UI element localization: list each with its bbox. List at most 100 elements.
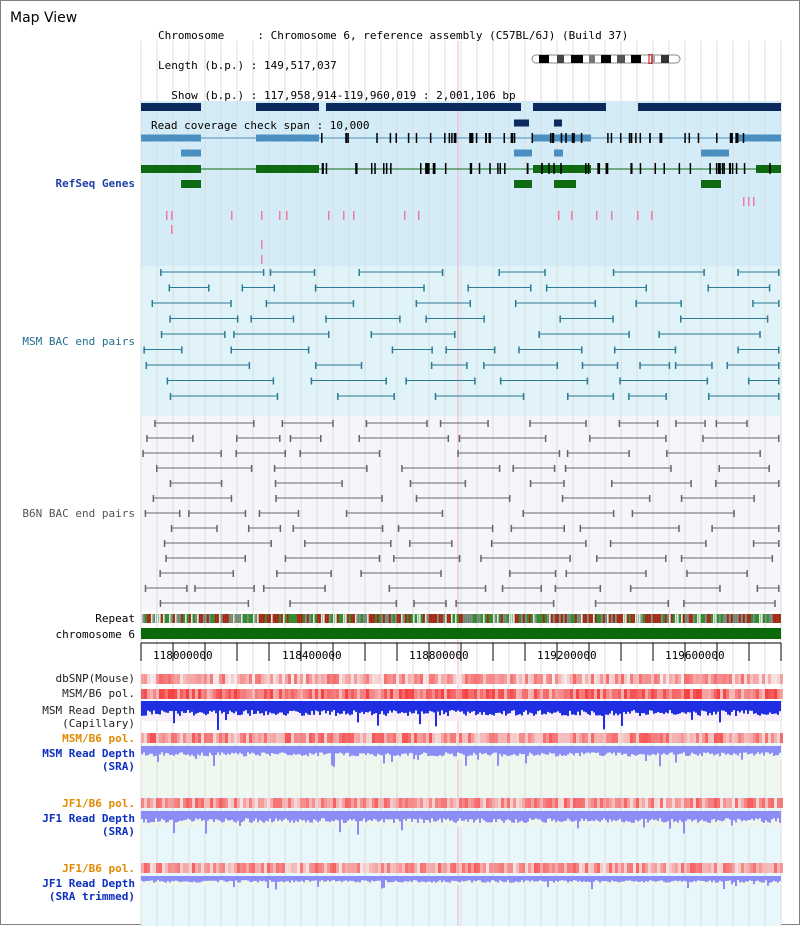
repeat-feature: [433, 614, 435, 623]
depth-bar: [527, 746, 529, 756]
depth-bar: [371, 701, 373, 716]
repeat-feature: [149, 614, 151, 623]
bac-end: [581, 362, 584, 369]
pol-heat-cell: [378, 798, 381, 808]
depth-bar: [411, 701, 413, 714]
pol-heat-cell: [399, 674, 402, 684]
repeat-feature: [367, 614, 369, 623]
exon-tick: [619, 133, 622, 143]
track-label-msm-bac[interactable]: MSM BAC end pairs: [22, 335, 135, 348]
depth-bar: [243, 701, 245, 712]
bac-end: [292, 315, 295, 323]
depth-bar: [531, 811, 533, 820]
pol-heat-cell: [612, 733, 615, 743]
repeat-feature: [317, 614, 319, 623]
pol-heat-cell: [420, 798, 423, 808]
repeat-feature: [579, 614, 581, 623]
depth-bar: [741, 876, 743, 882]
pol-heat-cell: [357, 674, 360, 684]
pol-heat-cell: [624, 863, 627, 873]
bac-end: [778, 393, 780, 400]
depth-bar: [161, 746, 163, 753]
depth-bar: [145, 746, 147, 756]
pol-heat-cell: [531, 863, 534, 873]
depth-bar: [303, 746, 305, 756]
bac-end: [480, 555, 482, 562]
exon-tick: [415, 133, 418, 143]
depth-bar: [397, 876, 399, 882]
bac-end: [441, 510, 444, 517]
depth-bar: [699, 876, 701, 881]
repeat-feature: [269, 614, 271, 623]
pol-heat-cell: [471, 674, 474, 684]
pol-heat-cell: [357, 733, 360, 743]
track-label-jf1-read-depth-sra[interactable]: JF1 Read Depth (SRA): [42, 812, 135, 838]
depth-bar: [425, 701, 427, 714]
pol-heat-cell: [603, 689, 606, 699]
bac-end: [628, 331, 630, 338]
depth-bar: [183, 701, 185, 713]
depth-bar: [643, 701, 645, 714]
pol-heat-cell: [156, 863, 159, 873]
depth-bar: [627, 701, 629, 712]
depth-bar: [705, 701, 707, 712]
depth-bar: [471, 811, 473, 820]
repeat-feature: [327, 614, 329, 623]
depth-bar: [305, 701, 307, 713]
pol-heat-cell: [282, 674, 285, 684]
pol-heat-cell: [432, 863, 435, 873]
repeat-feature: [615, 614, 617, 623]
pol-heat-cell: [240, 733, 243, 743]
repeat-feature: [461, 614, 463, 623]
pol-heat-cell: [501, 689, 504, 699]
bac-end: [366, 465, 368, 472]
track-label-jf1-read-depth-trimmed[interactable]: JF1 Read Depth (SRA trimmed): [42, 877, 135, 903]
depth-bar: [349, 701, 351, 716]
depth-bar: [559, 701, 561, 713]
pol-heat-cell: [369, 733, 372, 743]
depth-bar: [567, 746, 569, 755]
pol-heat-cell: [501, 798, 504, 808]
pol-heat-cell: [777, 674, 780, 684]
pol-heat-cell: [762, 689, 765, 699]
pol-heat-cell: [663, 674, 666, 684]
bac-end: [391, 346, 394, 354]
bac-end: [484, 585, 487, 592]
depth-bar: [701, 746, 703, 757]
bac-end: [778, 480, 780, 487]
depth-bar: [661, 811, 663, 822]
gene-exon: [554, 149, 563, 157]
pol-heat-cell: [633, 733, 636, 743]
pol-heat-cell: [447, 733, 450, 743]
pol-heat-cell: [714, 863, 717, 873]
pol-heat-cell: [384, 798, 387, 808]
bac-end: [612, 315, 614, 323]
track-label-refseq-genes[interactable]: RefSeq Genes: [55, 177, 135, 190]
pol-heat-cell: [522, 798, 525, 808]
exon-tick: [469, 163, 472, 174]
depth-bar: [605, 701, 607, 715]
pink-mark: [231, 211, 233, 220]
depth-bar: [747, 746, 749, 755]
depth-bar: [425, 811, 427, 820]
chromosome-ideogram[interactable]: [531, 54, 681, 64]
depth-bar: [557, 876, 559, 882]
track-label-msm-read-depth-sra[interactable]: MSM Read Depth (SRA): [42, 747, 135, 773]
repeat-feature: [707, 614, 709, 623]
depth-bar: [367, 701, 369, 713]
depth-bar: [547, 746, 549, 755]
repeat-feature: [777, 614, 779, 623]
depth-bar: [273, 746, 275, 754]
pol-heat-cell: [417, 674, 420, 684]
pol-heat-cell: [462, 863, 465, 873]
track-label-b6n-bac[interactable]: B6N BAC end pairs: [22, 507, 135, 520]
bac-end: [220, 480, 223, 487]
pol-heat-cell: [375, 863, 378, 873]
depth-bar: [649, 811, 651, 821]
pol-heat-cell: [729, 689, 732, 699]
depth-bar: [183, 746, 185, 755]
pol-heat-cell: [687, 798, 690, 808]
depth-bar: [771, 746, 773, 753]
bac-end: [192, 435, 194, 442]
pol-heat-cell: [297, 798, 300, 808]
